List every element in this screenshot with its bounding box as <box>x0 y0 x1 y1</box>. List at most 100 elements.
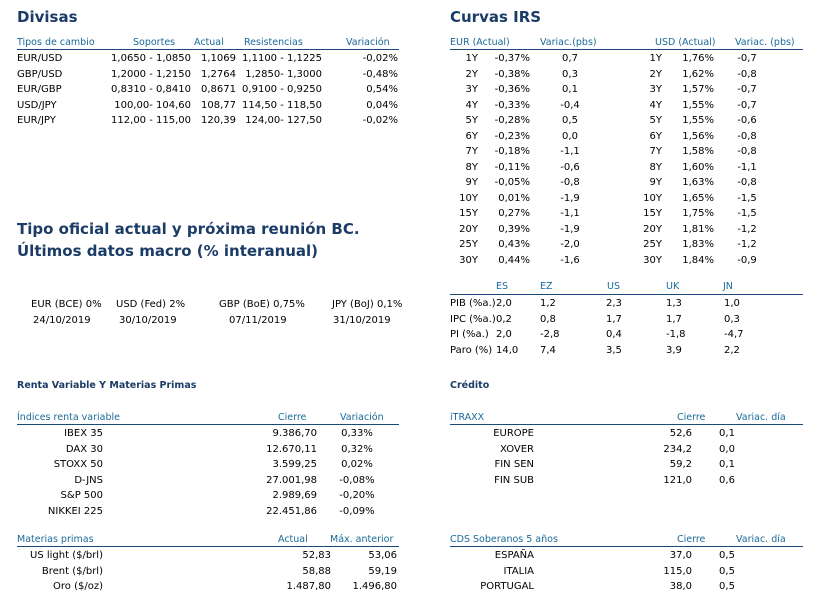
irs-row-cell: -0,9 <box>737 254 757 266</box>
cds-row-cell: 38,0 <box>669 581 692 593</box>
rv-table: IBEX 35 9.386,70 0,33% DAX 30 12.670,11 0,32%… <box>17 426 397 519</box>
irs-row-cell: 1,56% <box>682 130 714 142</box>
cds-row-cell: 0,5 <box>719 550 735 562</box>
irs-row-cell: -0,05% <box>494 177 530 189</box>
irs-row-cell: -1,9 <box>560 223 580 235</box>
credito-row-cell: FIN SEN <box>494 459 534 471</box>
rv-row-cell: STOXX 50 <box>53 459 103 471</box>
divisas-row: USD/JPY 100,00- 104,60 108,77 114,50 - 118,… <box>17 98 398 114</box>
irs-row-cell: 1,58% <box>682 146 714 158</box>
divisas-row-cell: 0,8671 <box>201 84 236 96</box>
irs-row-cell: -0,8 <box>737 177 757 189</box>
bc-item-usd-date: 30/10/2019 <box>119 315 177 326</box>
irs-row-cell: -1,1 <box>560 208 580 220</box>
cds-row: ITALIA 115,0 0,5 <box>450 564 780 580</box>
mp-row-cell: Brent ($/brl) <box>41 565 103 577</box>
macro-header-us: US <box>607 281 620 292</box>
credito-header-variac: Variac. día <box>736 412 786 423</box>
divisas-row: EUR/USD 1,0650 - 1,0850 1,1069 1,1100 - 1,1… <box>17 51 398 67</box>
irs-row-cell: 0,3 <box>562 68 578 80</box>
rv-row-cell: 22.451,86 <box>266 505 317 517</box>
irs-row: 6Y -0,23% 0,0 6Y 1,56% -0,8 <box>450 129 780 145</box>
irs-row-cell: -0,18% <box>494 146 530 158</box>
credito-row-cell: XOVER <box>499 443 534 455</box>
rv-row-cell: -0,20% <box>339 490 375 502</box>
macro-row-cell: 0,8 <box>540 313 556 325</box>
divisas-row-cell: 0,8310 - 0,8410 <box>111 84 191 96</box>
rv-row-cell: 27.001,98 <box>266 474 317 486</box>
irs-row-cell: 0,0 <box>562 130 578 142</box>
irs-row-cell: 0,27% <box>498 208 530 220</box>
irs-row-cell: 20Y <box>643 223 662 235</box>
irs-header-usd-var: Variac. (pbs) <box>735 37 795 48</box>
irs-row-cell: 1,76% <box>682 53 714 65</box>
cds-row-cell: 0,5 <box>719 581 735 593</box>
irs-row-cell: -0,37% <box>494 53 530 65</box>
macro-row-cell: 14,0 <box>496 344 519 356</box>
divisas-header-soportes: Soportes <box>133 37 176 48</box>
macro-row-cell: Paro (%) <box>450 344 493 356</box>
irs-row-cell: 1,84% <box>682 254 714 266</box>
irs-row-cell: 25Y <box>643 239 662 251</box>
irs-row-cell: 1,65% <box>682 192 714 204</box>
divisas-row-cell: -0,02% <box>362 115 398 127</box>
divisas-row-cell: USD/JPY <box>17 99 57 111</box>
divisas-row-cell: 1,2764 <box>201 68 236 80</box>
macro-header-uk: UK <box>666 281 680 292</box>
irs-header-eur: EUR (Actual) <box>450 37 510 48</box>
credito-row: FIN SEN 59,2 0,1 <box>450 457 780 473</box>
irs-row-cell: -0,28% <box>494 115 530 127</box>
irs-title: Curvas IRS <box>450 8 542 26</box>
irs-row-cell: -2,0 <box>560 239 580 251</box>
irs-row-cell: 1,55% <box>682 99 714 111</box>
irs-row: 20Y 0,39% -1,9 20Y 1,81% -1,2 <box>450 222 780 238</box>
rv-header-line <box>17 424 399 425</box>
bc-item-jpy-date: 31/10/2019 <box>333 315 391 326</box>
irs-row-cell: 7Y <box>465 146 478 158</box>
irs-row: 30Y 0,44% -1,6 30Y 1,84% -0,9 <box>450 253 780 269</box>
macro-row-cell: 2,0 <box>496 298 512 310</box>
cds-row-cell: 37,0 <box>669 550 692 562</box>
irs-row-cell: 1,60% <box>682 161 714 173</box>
irs-row-cell: 4Y <box>465 99 478 111</box>
rv-title: Renta Variable Y Materias Primas <box>17 380 197 391</box>
divisas-row-cell: 0,04% <box>366 99 398 111</box>
irs-row: 2Y -0,38% 0,3 2Y 1,62% -0,8 <box>450 67 780 83</box>
divisas-row: GBP/USD 1,2000 - 1,2150 1,2764 1,2850- 1,30… <box>17 67 398 83</box>
macro-row-cell: 1,3 <box>666 298 682 310</box>
macro-row-cell: -1,8 <box>666 329 686 341</box>
divisas-row-cell: 1,2000 - 1,2150 <box>111 68 191 80</box>
divisas-row-cell: 124,00- 127,50 <box>245 115 322 127</box>
irs-row-cell: 4Y <box>649 99 662 111</box>
macro-table: PIB (%a.) 2,0 1,2 2,3 1,3 1,0 IPC (%a.) 0,2 0,8 1… <box>450 296 770 358</box>
rv-header-variacion: Variación <box>340 412 384 423</box>
mp-row-cell: US light ($/brl) <box>30 550 103 562</box>
irs-row-cell: 0,39% <box>498 223 530 235</box>
irs-row-cell: 0,5 <box>562 115 578 127</box>
divisas-row-cell: 114,50 - 118,50 <box>242 99 322 111</box>
credito-row-cell: EUROPE <box>493 428 534 440</box>
irs-row: 8Y -0,11% -0,6 8Y 1,60% -1,1 <box>450 160 780 176</box>
irs-row-cell: 20Y <box>459 223 478 235</box>
irs-row-cell: -0,11% <box>494 161 530 173</box>
macro-row-cell: 0,4 <box>606 329 622 341</box>
irs-row-cell: 0,01% <box>498 192 530 204</box>
divisas-row-cell: GBP/USD <box>17 68 63 80</box>
irs-row-cell: -1,2 <box>737 223 757 235</box>
divisas-title: Divisas <box>17 8 78 26</box>
irs-row-cell: 8Y <box>649 161 662 173</box>
mp-row-cell: 1.496,80 <box>352 581 397 593</box>
credito-row: EUROPE 52,6 0,1 <box>450 426 780 442</box>
irs-row-cell: -1,5 <box>737 208 757 220</box>
mp-header-max: Máx. anterior <box>330 534 394 545</box>
rv-header-cierre: Cierre <box>278 412 307 423</box>
mp-row-cell: 58,88 <box>302 565 331 577</box>
irs-row-cell: 1,83% <box>682 239 714 251</box>
irs-row-cell: 1,63% <box>682 177 714 189</box>
rv-row: STOXX 50 3.599,25 0,02% <box>17 457 397 473</box>
divisas-row: EUR/GBP 0,8310 - 0,8410 0,8671 0,9100 - 0,9… <box>17 82 398 98</box>
macro-row-cell: IPC (%a.) <box>450 313 496 325</box>
macro-row-cell: 7,4 <box>540 344 556 356</box>
irs-row: 3Y -0,36% 0,1 3Y 1,57% -0,7 <box>450 82 780 98</box>
bc-item-gbp-label: GBP (BoE) 0,75% <box>219 299 305 310</box>
